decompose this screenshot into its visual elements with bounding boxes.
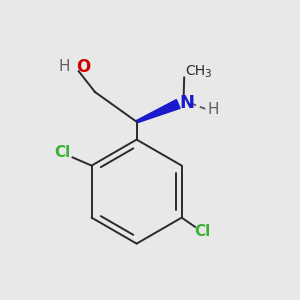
Text: N: N: [179, 94, 194, 112]
Text: CH: CH: [185, 64, 206, 78]
Text: O: O: [76, 58, 90, 76]
Polygon shape: [136, 100, 180, 123]
Text: Cl: Cl: [194, 224, 210, 239]
Text: H: H: [208, 102, 219, 117]
Text: Cl: Cl: [54, 146, 70, 160]
Text: 3: 3: [204, 69, 211, 79]
Text: H: H: [58, 59, 70, 74]
